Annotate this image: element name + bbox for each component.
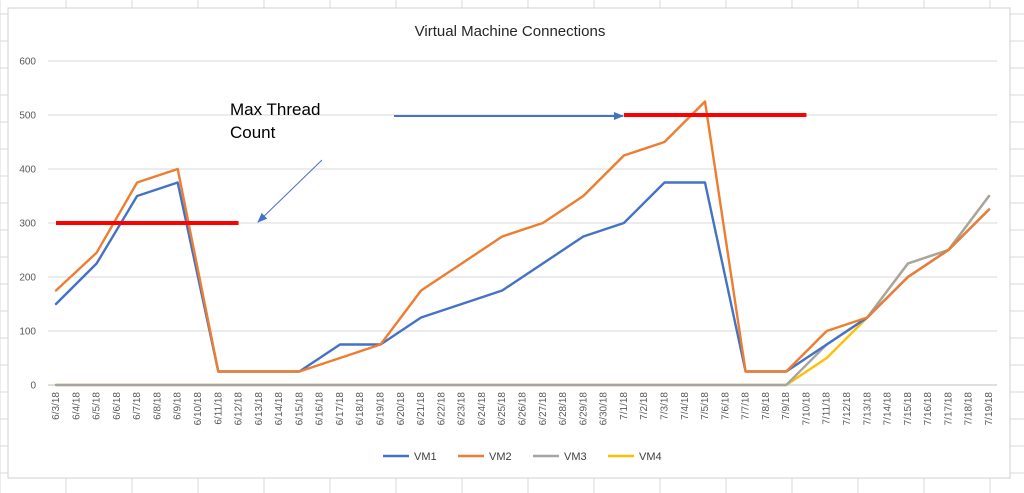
x-tick-label: 6/3/18 <box>51 392 62 420</box>
x-tick-label: 7/4/18 <box>680 392 691 420</box>
legend-label-vm4: VM4 <box>639 451 662 463</box>
x-tick-label: 6/5/18 <box>92 392 103 420</box>
x-tick-label: 6/26/18 <box>518 392 529 426</box>
x-tick-label: 6/13/18 <box>254 392 265 426</box>
x-tick-label: 7/1/18 <box>619 392 630 420</box>
x-tick-label: 6/16/18 <box>315 392 326 426</box>
x-tick-label: 6/25/18 <box>497 392 508 426</box>
y-tick-label: 200 <box>19 273 36 284</box>
x-tick-label: 7/14/18 <box>883 392 894 426</box>
annotation-arrow-1 <box>257 159 323 223</box>
x-tick-label: 7/11/18 <box>822 392 833 425</box>
series-line-vm2 <box>54 100 991 373</box>
x-tick-label: 7/8/18 <box>761 392 772 420</box>
x-tick-label: 7/7/18 <box>741 392 752 420</box>
y-axis-ticks: 0 100 200 300 400 500 600 <box>19 57 36 392</box>
annotation-label-line1: Max Thread <box>230 100 320 119</box>
x-tick-label: 6/27/18 <box>538 392 549 426</box>
y-tick-label: 500 <box>19 111 36 122</box>
x-tick-label: 7/18/18 <box>964 392 975 426</box>
x-tick-label: 6/9/18 <box>173 392 184 420</box>
chart-title: Virtual Machine Connections <box>415 23 606 40</box>
y-tick-label: 300 <box>19 219 36 230</box>
legend-label-vm2: VM2 <box>489 451 512 463</box>
x-tick-label: 6/20/18 <box>396 392 407 426</box>
y-tick-label: 600 <box>19 57 36 68</box>
x-tick-label: 6/6/18 <box>112 392 123 420</box>
annotation-label-line2: Count <box>230 123 276 142</box>
x-tick-label: 6/15/18 <box>294 392 305 426</box>
chart-area <box>7 7 1011 479</box>
x-tick-label: 7/15/18 <box>903 392 914 426</box>
legend: VM1 VM2 VM3 VM4 <box>383 451 662 463</box>
x-tick-label: 6/30/18 <box>599 392 610 426</box>
x-tick-label: 6/29/18 <box>578 392 589 426</box>
x-tick-label: 6/22/18 <box>436 392 447 426</box>
x-tick-label: 7/6/18 <box>720 392 731 420</box>
x-tick-label: 7/5/18 <box>700 392 711 420</box>
x-tick-label: 7/16/18 <box>923 392 934 426</box>
x-tick-label: 6/4/18 <box>71 392 82 420</box>
x-tick-label: 7/19/18 <box>984 392 995 426</box>
legend-label-vm1: VM1 <box>414 451 437 463</box>
y-tick-label: 0 <box>30 381 36 392</box>
x-tick-label: 6/7/18 <box>132 392 143 420</box>
x-tick-label: 6/24/18 <box>477 392 488 426</box>
y-tick-label: 100 <box>19 327 36 338</box>
x-tick-label: 6/14/18 <box>274 392 285 426</box>
x-tick-label: 7/3/18 <box>659 392 670 420</box>
x-tick-label: 7/2/18 <box>639 392 650 420</box>
x-tick-label: 6/11/18 <box>213 392 224 425</box>
x-tick-label: 7/17/18 <box>943 392 954 426</box>
x-tick-label: 7/12/18 <box>842 392 853 426</box>
x-tick-label: 6/23/18 <box>457 392 468 426</box>
x-tick-label: 6/17/18 <box>335 392 346 426</box>
x-tick-label: 6/28/18 <box>558 392 569 426</box>
x-tick-label: 6/21/18 <box>416 392 427 426</box>
y-tick-label: 400 <box>19 165 36 176</box>
x-tick-label: 6/8/18 <box>152 392 163 420</box>
series-lines <box>54 100 991 387</box>
annotations: Max Thread Count <box>56 100 807 225</box>
x-tick-label: 6/18/18 <box>355 392 366 426</box>
legend-label-vm3: VM3 <box>564 451 587 463</box>
x-tick-label: 7/9/18 <box>781 392 792 420</box>
x-axis-ticks: 6/3/18 6/4/18 6/5/18 6/6/18 6/7/18 6/8/18 6/9/… <box>51 392 995 426</box>
x-tick-label: 7/13/18 <box>862 392 873 426</box>
x-tick-label: 6/10/18 <box>193 392 204 426</box>
x-tick-label: 6/19/18 <box>376 392 387 426</box>
x-tick-label: 7/10/18 <box>801 392 812 426</box>
x-tick-label: 6/12/18 <box>234 392 245 426</box>
